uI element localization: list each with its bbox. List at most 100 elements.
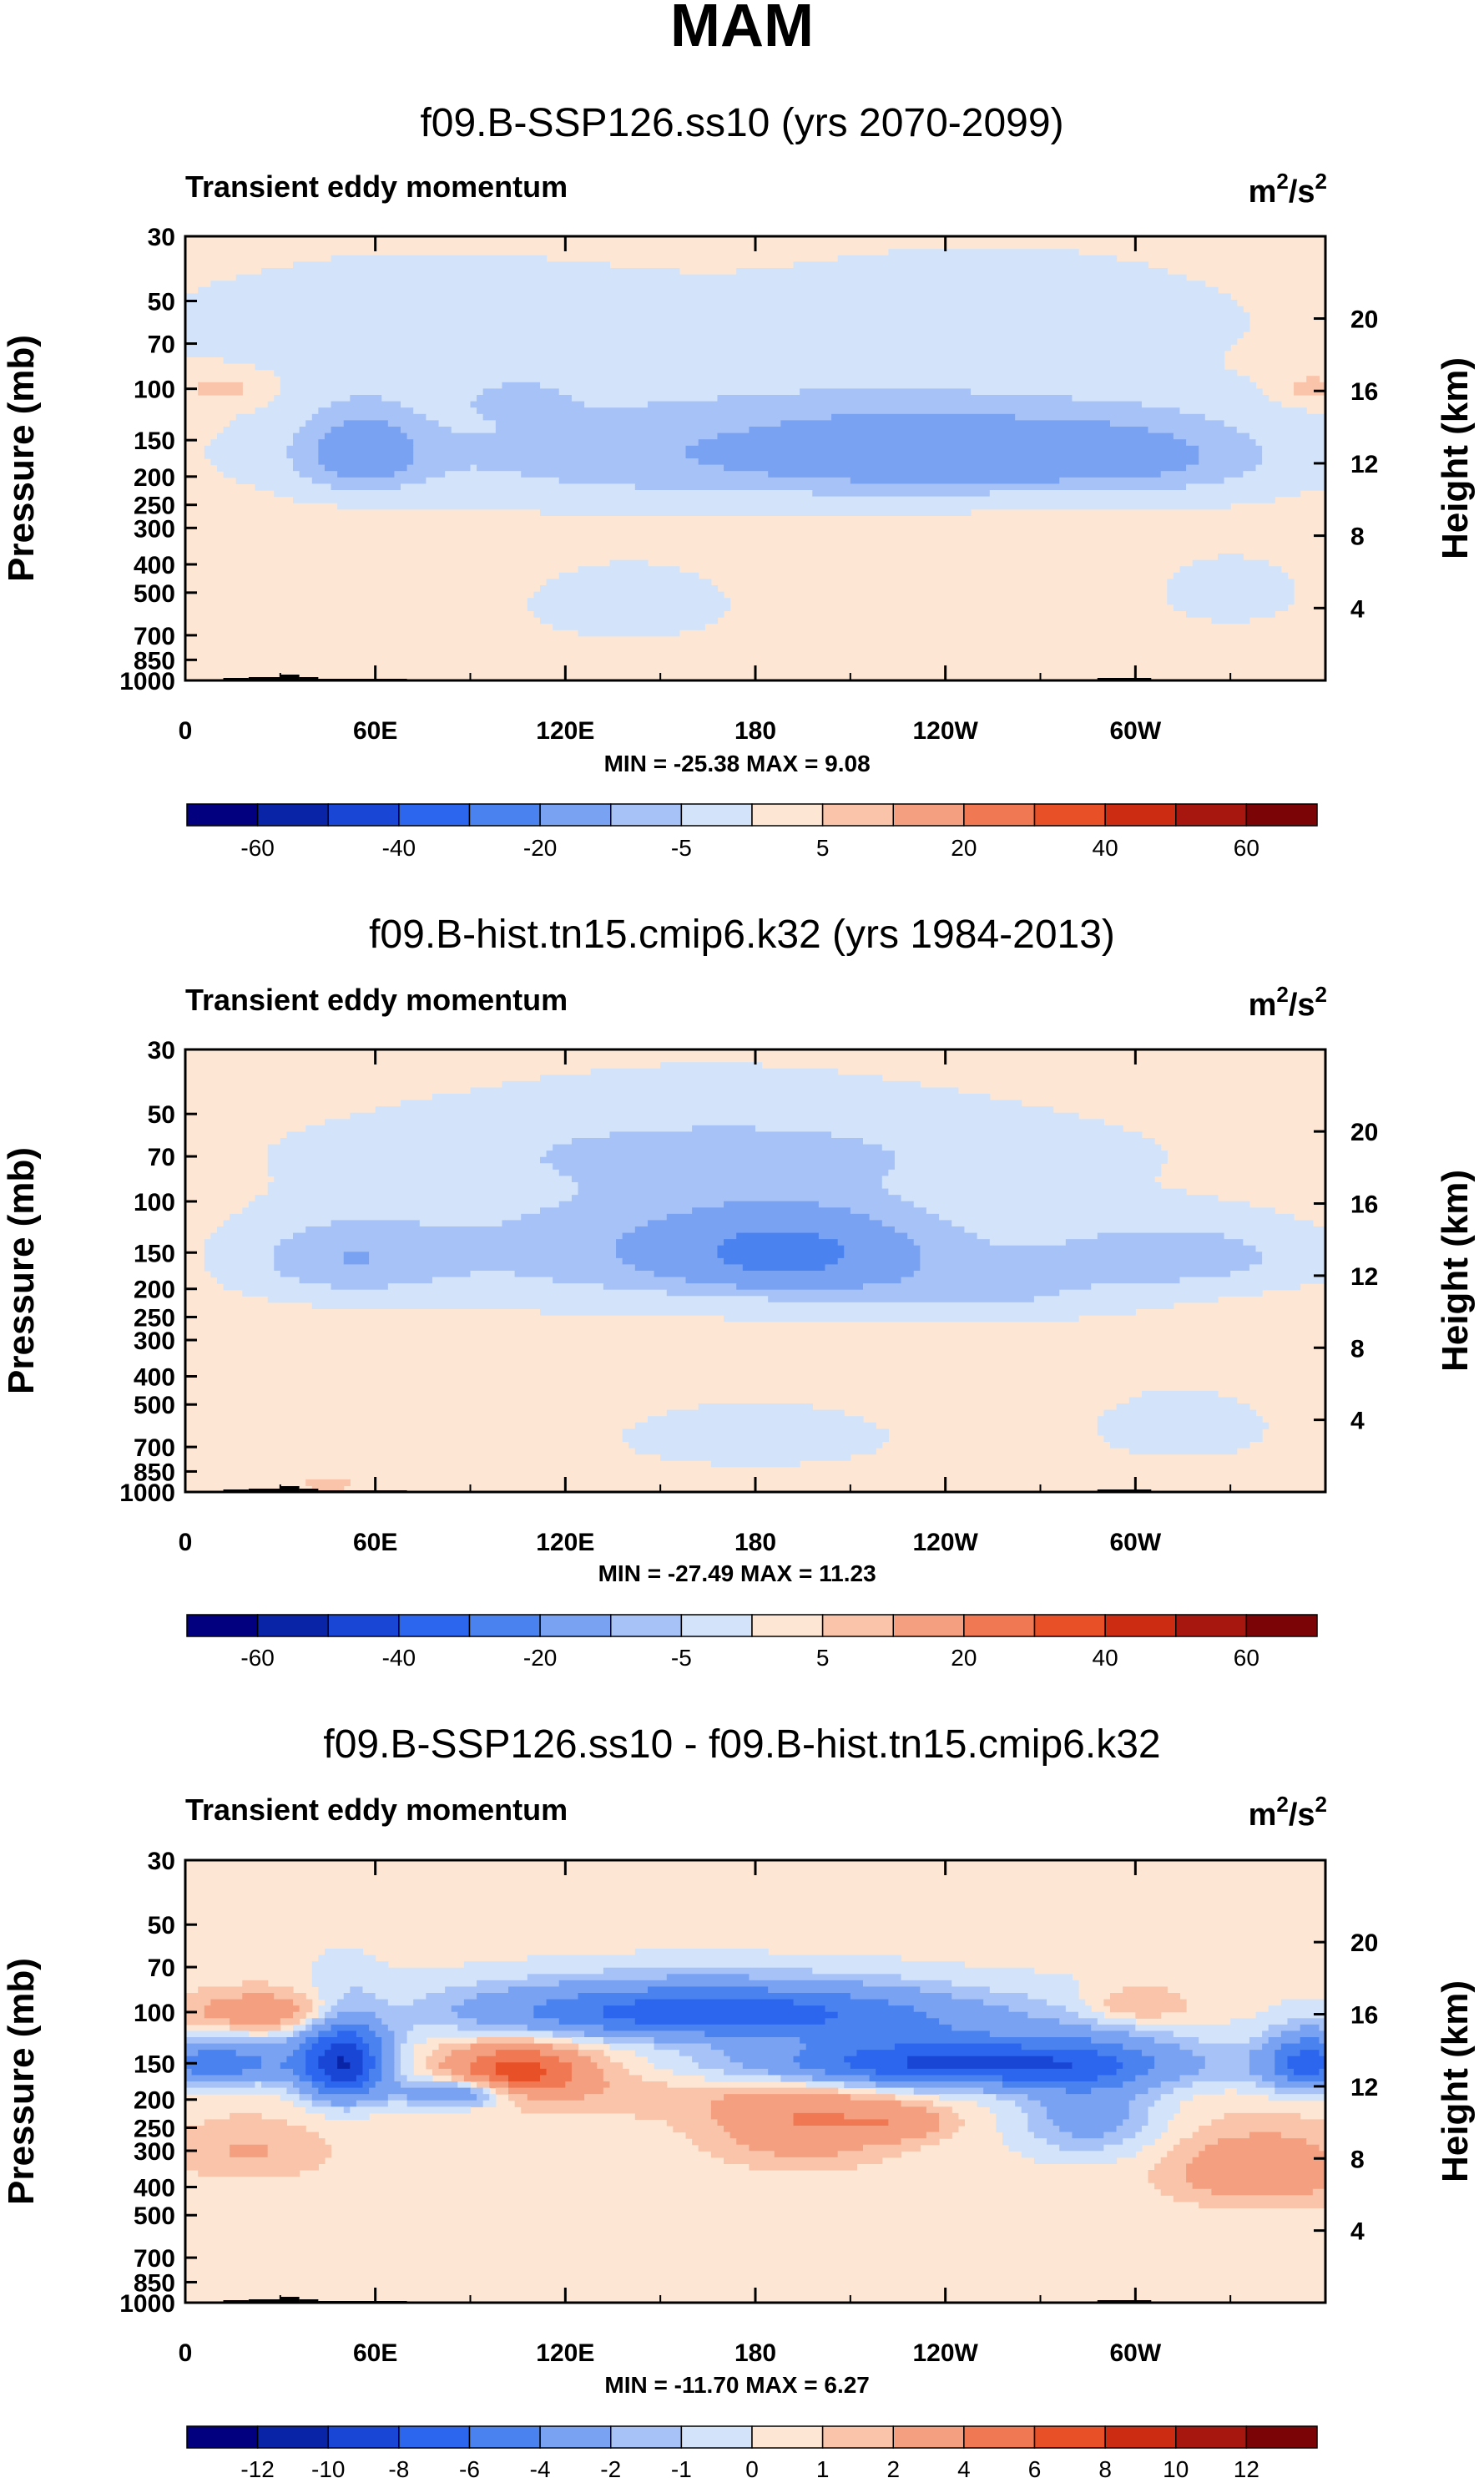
field-cell — [1128, 1397, 1238, 1404]
field-cell — [311, 2043, 332, 2051]
field-cell — [185, 2011, 205, 2019]
field-cell — [1154, 2182, 1194, 2190]
y-tick-label: 850 — [134, 2269, 175, 2297]
colorbar-box — [821, 1614, 894, 1637]
field-cell — [1211, 2119, 1326, 2126]
field-cell — [230, 2112, 262, 2121]
field-cell — [185, 312, 1250, 320]
field-cell — [558, 388, 800, 396]
field-cell — [616, 1239, 724, 1247]
field-cell — [261, 2062, 281, 2070]
field-cell — [793, 261, 1149, 269]
field-cell — [673, 2068, 724, 2076]
field-cell — [204, 1239, 281, 1247]
field-cell — [255, 407, 319, 415]
field-cell — [406, 464, 472, 472]
field-cell — [1262, 1257, 1326, 1266]
field-cell — [724, 1201, 820, 1208]
field-cell — [800, 2037, 1092, 2045]
field-cell — [293, 2030, 300, 2038]
colorbar-box — [398, 2425, 471, 2449]
field-cell — [926, 1207, 1275, 1215]
field-cell — [463, 1961, 966, 1969]
field-cell — [1249, 2037, 1269, 2045]
field-cell — [527, 2024, 604, 2032]
field-cell — [793, 2056, 845, 2063]
colorbar-box — [398, 803, 471, 827]
field-cell — [1040, 2100, 1130, 2107]
field-cell — [242, 1289, 668, 1297]
colorbar-label: -20 — [523, 1645, 557, 1671]
field-cell — [406, 2100, 484, 2107]
field-cell — [647, 1986, 769, 1994]
colorbar-label: 2 — [886, 2456, 900, 2482]
field-cell — [318, 2062, 338, 2070]
field-cell — [318, 458, 414, 466]
field-cell — [185, 2132, 319, 2139]
field-cell — [774, 2151, 839, 2158]
field-cell — [926, 2106, 952, 2114]
field-cell — [1148, 427, 1238, 434]
field-cell — [533, 591, 724, 599]
field-cell — [1262, 2043, 1282, 2051]
field-cell — [622, 1232, 737, 1240]
field-cell — [230, 2024, 281, 2032]
field-cell — [724, 2050, 800, 2057]
y-tick-label: 500 — [134, 1392, 175, 1419]
field-cell — [1224, 1232, 1326, 1240]
field-cell — [230, 2144, 269, 2152]
field-cell — [280, 376, 1250, 383]
field-cell — [1148, 2170, 1187, 2177]
field-cell — [299, 2087, 319, 2095]
colorbar-label: -60 — [240, 1645, 274, 1671]
field-cell — [274, 1993, 306, 2000]
field-cell — [350, 1112, 1079, 1120]
y2-tick-label: 16 — [1350, 2002, 1378, 2030]
chart-title: f09.B-SSP126.ss10 - f09.B-hist.tn15.cmip… — [323, 1722, 1160, 1767]
y-tick-label: 300 — [134, 2138, 175, 2166]
field-cell — [394, 2030, 408, 2038]
field-cell — [1204, 2056, 1250, 2063]
field-cell — [1280, 2030, 1326, 2038]
min-max-stats: MIN = -25.38 MAX = 9.08 — [604, 751, 871, 776]
field-cell — [210, 1232, 294, 1240]
panels-container: f09.B-SSP126.ss10 (yrs 2070-2099) Transie… — [1, 101, 1476, 2482]
field-cell — [311, 1974, 528, 1981]
field-cell — [1135, 2024, 1269, 2032]
field-cell — [508, 2094, 528, 2101]
field-cell — [230, 2151, 269, 2158]
field-cell — [825, 2018, 940, 2025]
field-cell — [293, 496, 1275, 503]
field-cell — [590, 1068, 839, 1075]
x-tick-label: 120E — [536, 2339, 594, 2367]
field-cell — [267, 1163, 553, 1171]
field-cell — [495, 2062, 541, 2070]
y-tick-label: 70 — [148, 331, 175, 359]
field-cell — [1179, 407, 1307, 415]
field-cell — [818, 1232, 908, 1240]
field-cell — [634, 1999, 795, 2006]
field-cell — [533, 610, 724, 618]
y-tick-label: 200 — [134, 1277, 175, 1304]
colorbar-box — [1245, 803, 1318, 827]
field-cell — [939, 1213, 1295, 1221]
field-cell — [477, 2037, 534, 2045]
field-cell — [261, 2081, 294, 2089]
colorbar-label: -2 — [600, 2456, 621, 2482]
field-cell — [381, 2075, 396, 2082]
field-cell — [381, 2068, 396, 2076]
field-cell — [527, 598, 731, 605]
field-cell — [204, 1252, 275, 1259]
field-cell — [1192, 2157, 1326, 2165]
y-tick-label: 1000 — [119, 1479, 175, 1507]
colorbar-label: 60 — [1234, 1645, 1259, 1671]
field-cell — [457, 2024, 528, 2032]
y-tick-label: 850 — [134, 1459, 175, 1486]
field-cell — [692, 2056, 731, 2063]
units-label: m2/s2 — [1249, 1792, 1327, 1833]
field-cell — [1103, 1409, 1257, 1417]
field-cell — [1002, 2081, 1123, 2089]
field-cell — [920, 1264, 1250, 1272]
field-cell — [274, 1245, 617, 1252]
field-cell — [1179, 1277, 1326, 1284]
